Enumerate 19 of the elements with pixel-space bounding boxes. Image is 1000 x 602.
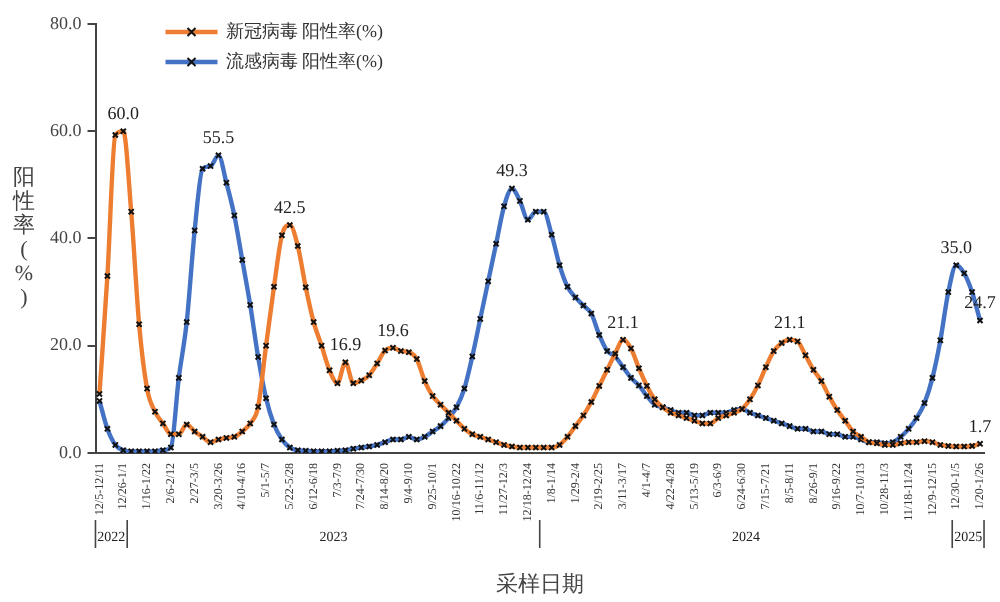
- data-label: 1.7: [968, 415, 993, 436]
- y-tick-label: 40.0: [50, 227, 83, 248]
- y-tick-label: 0.0: [59, 441, 83, 462]
- y-tick-label: 80.0: [50, 12, 83, 33]
- data-label: 21.1: [773, 311, 806, 332]
- y-axis-title: 阳性率(%): [11, 166, 35, 311]
- data-label: 49.3: [496, 160, 529, 181]
- data-label: 16.9: [329, 334, 363, 355]
- y-tick-label: 60.0: [50, 119, 83, 140]
- y-tick-label: 20.0: [50, 334, 83, 355]
- data-label: 35.0: [940, 237, 973, 257]
- data-label: 60.0: [107, 102, 141, 123]
- data-label: 19.6: [377, 319, 410, 340]
- data-label: 55.5: [202, 127, 236, 148]
- data-label: 42.5: [274, 196, 307, 217]
- legend-label: 新冠病毒 阳性率(%): [225, 20, 383, 41]
- x-axis-title: 采样日期: [495, 570, 584, 597]
- legend-label: 流感病毒 阳性率(%): [225, 50, 383, 71]
- data-label: 21.1: [607, 311, 639, 332]
